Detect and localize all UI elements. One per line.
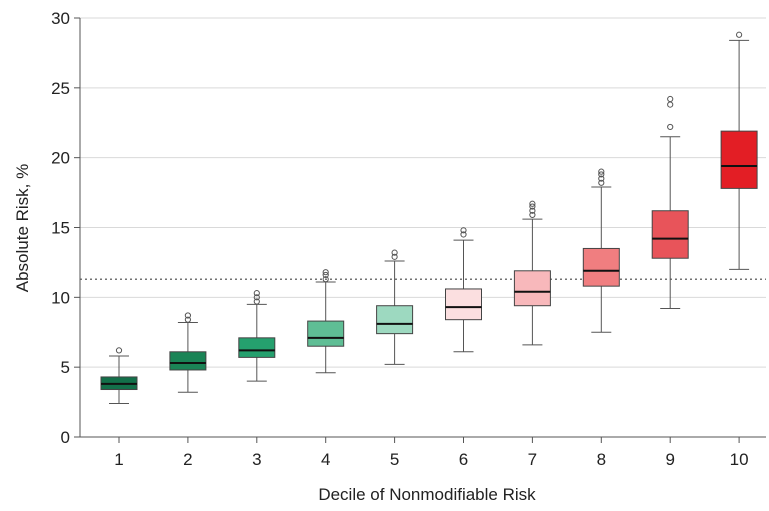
gridlines <box>80 17 766 368</box>
x-tick-label: 10 <box>730 450 749 469</box>
x-tick-label: 3 <box>252 450 261 469</box>
box-decile-9 <box>651 95 689 310</box>
y-tick-label: 20 <box>51 149 70 168</box>
box-decile-6 <box>445 227 482 353</box>
box-decile-5 <box>376 249 414 365</box>
outlier-point <box>322 269 329 276</box>
outlier-point <box>736 31 743 38</box>
outlier-point <box>391 253 398 260</box>
x-tick-label: 7 <box>528 450 537 469</box>
box-iqr <box>445 288 482 321</box>
x-tick-label: 1 <box>114 450 123 469</box>
outlier-point <box>322 276 329 283</box>
box-iqr <box>169 351 207 371</box>
y-axis-label: Absolute Risk, % <box>13 164 32 293</box>
x-ticks: 1 2 3 4 5 6 7 8 9 10 <box>114 437 749 469</box>
y-tick-label: 5 <box>61 358 70 377</box>
box-decile-3 <box>238 290 276 382</box>
box-decile-7 <box>513 200 551 346</box>
box-iqr <box>307 320 345 347</box>
box-iqr <box>582 247 620 287</box>
y-ticks: 0 5 10 15 20 25 30 <box>51 9 80 447</box>
outlier-point <box>667 123 674 131</box>
outlier-point <box>598 168 605 175</box>
outlier-point <box>391 249 398 256</box>
box-decile-4 <box>307 269 345 374</box>
x-tick-label: 5 <box>390 450 399 469</box>
box-decile-1 <box>100 347 138 404</box>
y-tick-label: 15 <box>51 219 70 238</box>
y-tick-label: 25 <box>51 79 70 98</box>
outlier-point <box>598 171 605 178</box>
y-tick-label: 30 <box>51 9 70 28</box>
y-tick-label: 0 <box>61 428 70 447</box>
box-decile-2 <box>169 312 207 393</box>
box-decile-10 <box>720 31 758 270</box>
x-axis-label: Decile of Nonmodifiable Risk <box>318 485 536 504</box>
x-tick-label: 6 <box>459 450 468 469</box>
x-tick-label: 2 <box>183 450 192 469</box>
outlier-point <box>529 200 536 207</box>
outlier-point <box>529 203 536 210</box>
y-tick-label: 10 <box>51 288 70 307</box>
box-iqr <box>513 270 551 307</box>
outlier-point <box>460 227 467 234</box>
outlier-point <box>598 179 605 186</box>
outlier-point <box>184 316 191 323</box>
outlier-point <box>253 290 260 297</box>
box-iqr <box>720 130 758 189</box>
box-iqr <box>238 337 276 358</box>
outlier-point <box>529 211 536 219</box>
boxes <box>100 31 758 404</box>
box-iqr <box>376 305 414 335</box>
outlier-point <box>667 95 674 103</box>
outlier-point <box>598 175 605 182</box>
outlier-point <box>322 271 329 279</box>
outlier-point <box>184 312 191 319</box>
x-tick-label: 9 <box>665 450 674 469</box>
x-tick-label: 4 <box>321 450 330 469</box>
box-iqr <box>651 210 689 259</box>
outlier-point <box>529 207 536 214</box>
outlier-point <box>460 231 467 238</box>
x-tick-label: 8 <box>597 450 606 469</box>
outlier-point <box>115 347 123 354</box>
outlier-point <box>253 298 260 305</box>
outlier-point <box>667 101 674 108</box>
box-decile-8 <box>582 168 620 333</box>
outlier-point <box>253 294 260 301</box>
